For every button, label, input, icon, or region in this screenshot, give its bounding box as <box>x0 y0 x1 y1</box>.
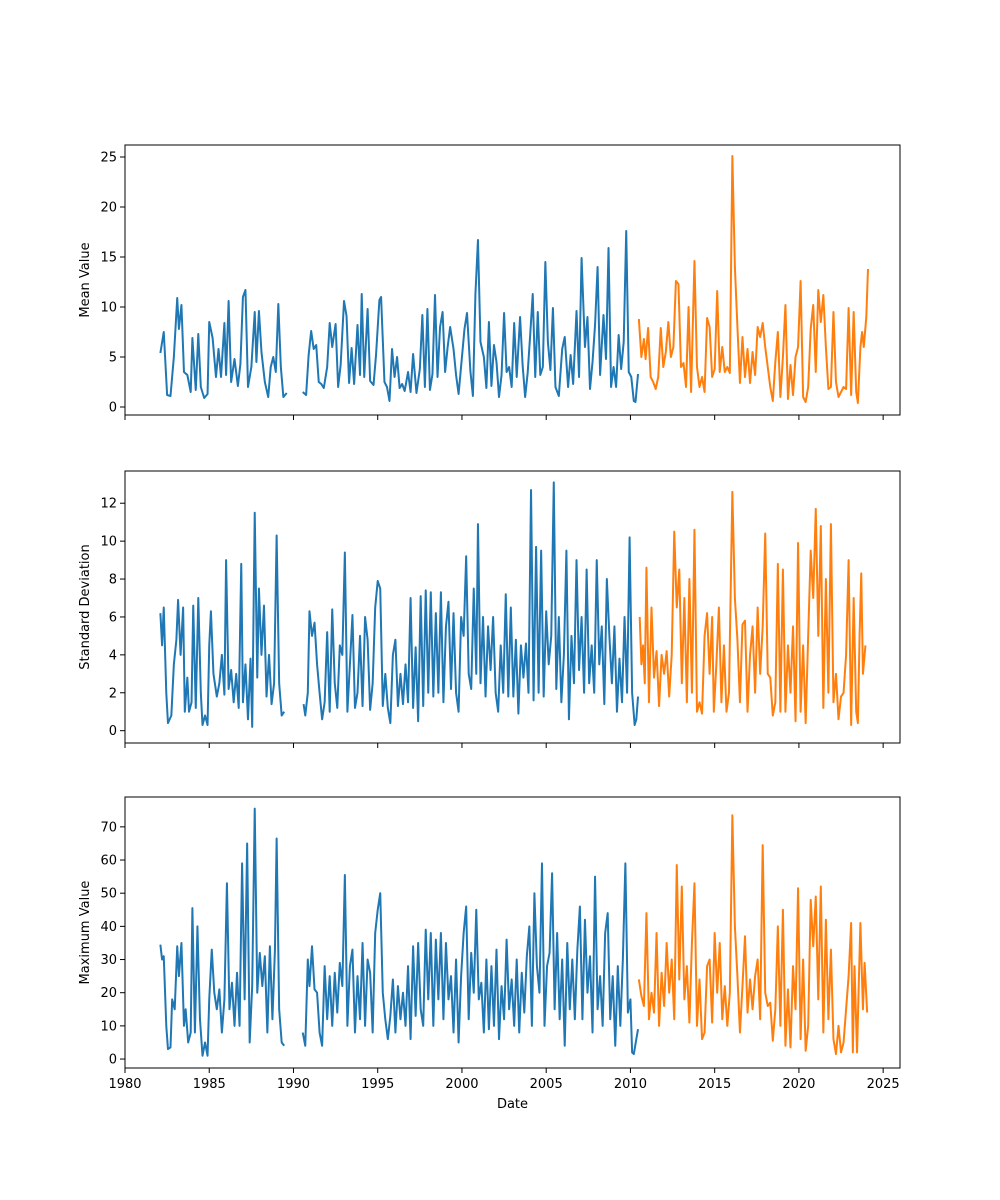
maximum-value-panel: 0 10 20 30 40 50 60 70 1980 1985 1990 1995 2000 2005 2… <box>78 796 901 1112</box>
maximum-value-xlabel: Date <box>497 1097 528 1112</box>
maximum-value-xtick-label-2020: 2020 <box>782 1077 815 1092</box>
mean-value-ytick-label-0: 0 <box>109 401 117 416</box>
mean-value-ytick-label-20: 20 <box>100 201 117 216</box>
maximum-value-ytick-label-70: 70 <box>100 820 117 835</box>
standard-deviation-series-2-line <box>638 490 867 726</box>
maximum-value-xtick-label-1980: 1980 <box>108 1077 141 1092</box>
maximum-value-ytick-label-30: 30 <box>100 953 117 968</box>
standard-deviation-ytick-label-6: 6 <box>109 610 117 625</box>
standard-deviation-ytick-label-8: 8 <box>109 573 117 588</box>
mean-value-ytick-label-25: 25 <box>100 151 117 166</box>
maximum-value-xtick-label-2010: 2010 <box>614 1077 647 1092</box>
maximum-value-axes-frame <box>124 796 901 1069</box>
standard-deviation-axes-frame <box>124 470 901 744</box>
standard-deviation-ytick-label-10: 10 <box>100 535 117 550</box>
maximum-value-series-2-line <box>637 814 869 1056</box>
mean-value-ytick-label-10: 10 <box>100 301 117 316</box>
maximum-value-series-1-line <box>159 807 640 1057</box>
mean-value-series-1-line <box>159 230 640 403</box>
maximum-value-ytick-label-50: 50 <box>100 887 117 902</box>
maximum-value-xtick-label-1990: 1990 <box>277 1077 310 1092</box>
standard-deviation-ytick-label-4: 4 <box>109 648 117 663</box>
standard-deviation-ylabel: Standard Deviation <box>78 544 93 669</box>
maximum-value-ytick-label-60: 60 <box>100 854 117 869</box>
standard-deviation-ytick-label-0: 0 <box>109 724 117 739</box>
maximum-value-ylabel: Maximum Value <box>78 881 93 985</box>
standard-deviation-panel: 0 2 4 6 8 10 12 Standard Deviation <box>78 470 901 748</box>
mean-value-panel: 0 5 10 15 20 25 Mean Value <box>78 144 901 420</box>
mean-value-ylabel: Mean Value <box>78 242 93 317</box>
maximum-value-xtick-label-2015: 2015 <box>698 1077 731 1092</box>
maximum-value-xtick-label-1985: 1985 <box>193 1077 226 1092</box>
mean-value-ytick-label-5: 5 <box>109 351 117 366</box>
mean-value-ytick-label-15: 15 <box>100 251 117 266</box>
mean-value-axes-frame <box>124 144 901 416</box>
maximum-value-xtick-label-2005: 2005 <box>530 1077 563 1092</box>
maximum-value-ytick-label-10: 10 <box>100 1019 117 1034</box>
standard-deviation-ytick-label-2: 2 <box>109 686 117 701</box>
maximum-value-xtick-label-1995: 1995 <box>361 1077 394 1092</box>
maximum-value-xtick-label-2000: 2000 <box>445 1077 478 1092</box>
maximum-value-ytick-label-40: 40 <box>100 920 117 935</box>
maximum-value-ytick-label-0: 0 <box>109 1053 117 1068</box>
mean-value-series-2-line <box>637 155 869 404</box>
maximum-value-xtick-label-2025: 2025 <box>867 1077 900 1092</box>
standard-deviation-ytick-label-12: 12 <box>100 497 117 512</box>
standard-deviation-series-1-line <box>159 481 640 728</box>
maximum-value-ytick-label-20: 20 <box>100 986 117 1001</box>
